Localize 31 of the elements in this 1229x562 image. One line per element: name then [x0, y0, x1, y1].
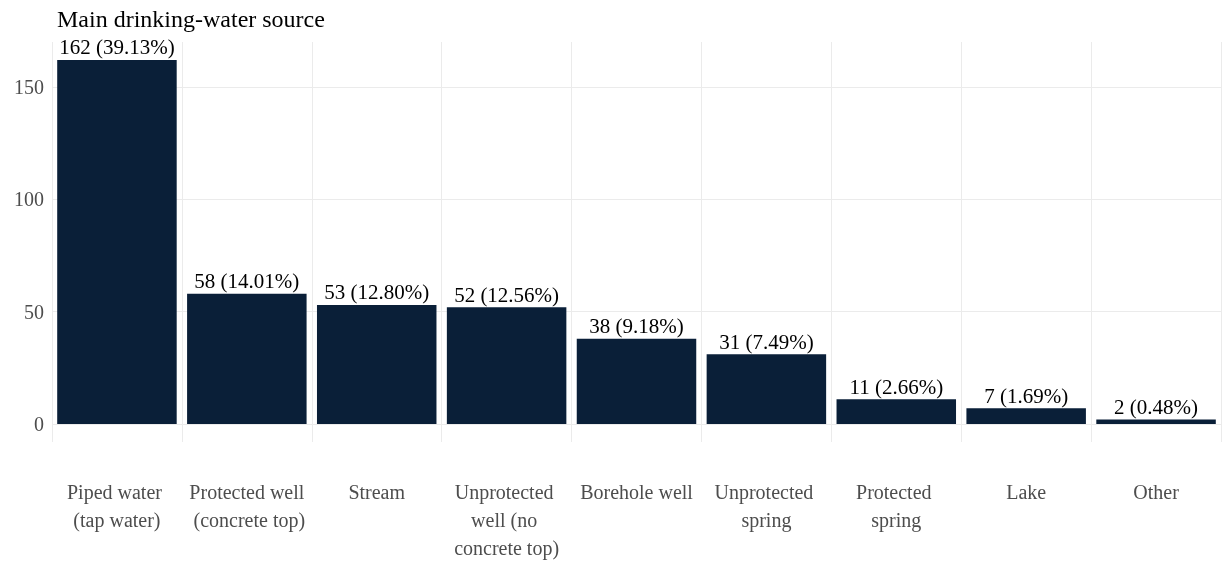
x-tick-label: Stream: [348, 481, 406, 503]
bar: [706, 354, 827, 425]
y-tick-label: 150: [14, 75, 44, 98]
x-tick-label: Unprotected spring: [714, 481, 819, 532]
bar: [446, 307, 567, 425]
bar: [187, 293, 307, 425]
data-label: 38 (9.18%): [589, 314, 684, 339]
x-tick-label: Unprotected well (no concrete top): [454, 481, 560, 560]
bar: [576, 338, 697, 425]
x-tick-label: Borehole well: [580, 481, 694, 503]
y-tick-label: 100: [14, 188, 44, 211]
data-label: 31 (7.49%): [719, 329, 814, 354]
data-label: 11 (2.66%): [849, 374, 944, 399]
y-tick-label: 0: [34, 413, 44, 436]
bar: [836, 399, 957, 425]
x-tick-label: Piped water (tap water): [66, 481, 167, 532]
x-tick-label: Lake: [1006, 481, 1047, 503]
data-label: 58 (14.01%): [194, 269, 300, 294]
data-label: 7 (1.69%): [984, 383, 1069, 408]
bar: [316, 304, 437, 425]
bar: [57, 59, 177, 425]
y-tick-label: 50: [24, 300, 44, 323]
x-tick-label: Other: [1133, 481, 1180, 503]
data-label: 53 (12.80%): [324, 280, 430, 305]
data-label: 162 (39.13%): [59, 35, 175, 60]
data-label: 52 (12.56%): [454, 282, 560, 307]
x-tick-label: Protected spring: [856, 481, 937, 532]
x-tick-label: Protected well (concrete top): [188, 481, 306, 532]
chart-title: Main drinking-water source: [57, 6, 325, 32]
data-label: 2 (0.48%): [1114, 395, 1199, 420]
bar: [966, 408, 1086, 425]
